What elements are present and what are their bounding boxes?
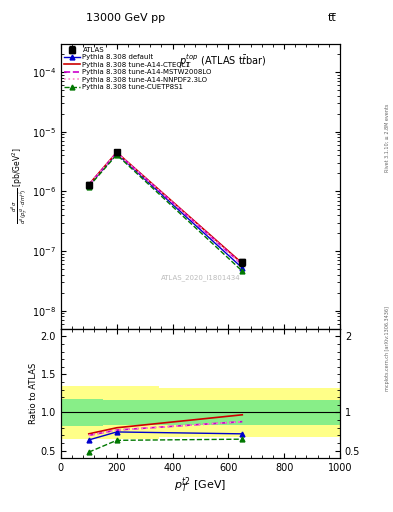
Text: 13000 GeV pp: 13000 GeV pp xyxy=(86,13,165,23)
Pythia 8.308 tune-A14-CTEQL1 xyxy=(86,181,91,187)
X-axis label: $p_T^{t2}$ [GeV]: $p_T^{t2}$ [GeV] xyxy=(174,476,227,496)
Pythia 8.308 default xyxy=(240,265,244,271)
Pythia 8.308 tune-A14-NNPDF2.3LO xyxy=(240,262,244,268)
Legend: ATLAS, Pythia 8.308 default, Pythia 8.308 tune-A14-CTEQL1, Pythia 8.308 tune-A14: ATLAS, Pythia 8.308 default, Pythia 8.30… xyxy=(63,46,213,91)
Pythia 8.308 tune-A14-MSTW2008LO xyxy=(86,182,91,188)
Pythia 8.308 tune-CUETP8S1 xyxy=(86,183,91,189)
Pythia 8.308 tune-A14-NNPDF2.3LO xyxy=(86,182,91,188)
Pythia 8.308 tune-A14-MSTW2008LO xyxy=(114,150,119,156)
Text: tt̅: tt̅ xyxy=(327,13,336,23)
Pythia 8.308 default xyxy=(114,151,119,157)
Line: Pythia 8.308 tune-A14-CTEQL1: Pythia 8.308 tune-A14-CTEQL1 xyxy=(89,153,242,263)
Pythia 8.308 tune-CUETP8S1 xyxy=(114,152,119,158)
Line: Pythia 8.308 tune-A14-MSTW2008LO: Pythia 8.308 tune-A14-MSTW2008LO xyxy=(89,153,242,265)
Line: Pythia 8.308 tune-A14-NNPDF2.3LO: Pythia 8.308 tune-A14-NNPDF2.3LO xyxy=(89,153,242,265)
Pythia 8.308 default xyxy=(86,182,91,188)
Text: mcplots.cern.ch [arXiv:1306.3436]: mcplots.cern.ch [arXiv:1306.3436] xyxy=(385,306,390,391)
Line: Pythia 8.308 default: Pythia 8.308 default xyxy=(86,151,245,270)
Text: $p_T^{top}$ (ATLAS t$\bar{t}$bar): $p_T^{top}$ (ATLAS t$\bar{t}$bar) xyxy=(179,52,267,70)
Y-axis label: $\frac{d^2\sigma}{d^2(p_T^{t2} \cdot dm^{t\bar{t}})}$ [pb/GeV$^2$]: $\frac{d^2\sigma}{d^2(p_T^{t2} \cdot dm^… xyxy=(10,148,31,224)
Text: ATLAS_2020_I1801434: ATLAS_2020_I1801434 xyxy=(161,274,240,281)
Pythia 8.308 tune-A14-NNPDF2.3LO xyxy=(114,150,119,156)
Pythia 8.308 tune-A14-CTEQL1 xyxy=(114,150,119,156)
Line: Pythia 8.308 tune-CUETP8S1: Pythia 8.308 tune-CUETP8S1 xyxy=(86,153,245,273)
Text: Rivet 3.1.10; ≥ 2.8M events: Rivet 3.1.10; ≥ 2.8M events xyxy=(385,104,390,173)
Pythia 8.308 tune-A14-MSTW2008LO xyxy=(240,262,244,268)
Pythia 8.308 tune-CUETP8S1 xyxy=(240,268,244,274)
Pythia 8.308 tune-A14-CTEQL1 xyxy=(240,260,244,266)
Y-axis label: Ratio to ATLAS: Ratio to ATLAS xyxy=(29,363,38,424)
